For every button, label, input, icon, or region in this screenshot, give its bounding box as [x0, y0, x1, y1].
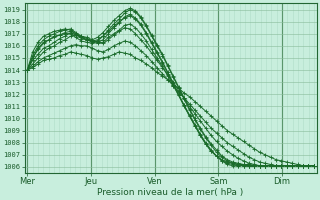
X-axis label: Pression niveau de la mer( hPa ): Pression niveau de la mer( hPa ): [98, 188, 244, 197]
